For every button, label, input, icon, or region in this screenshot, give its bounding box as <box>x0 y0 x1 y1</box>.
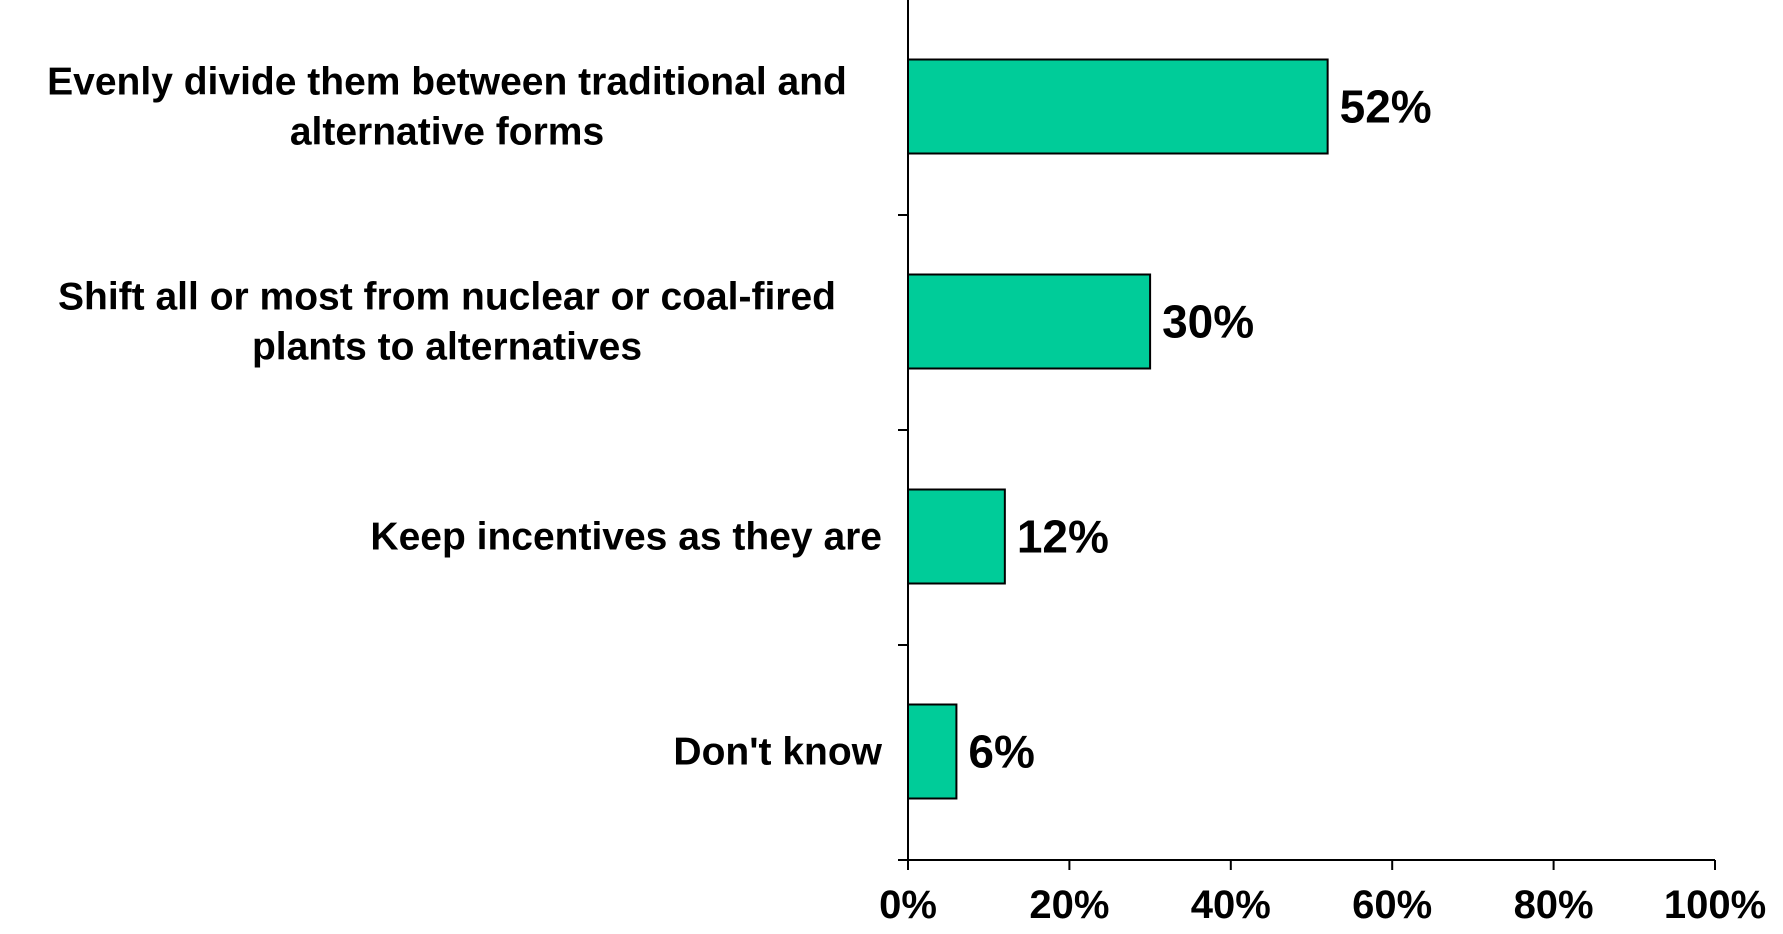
value-label-2: 12% <box>1017 511 1109 563</box>
category-label-2: Keep incentives as they are <box>370 515 882 558</box>
category-label-3-line-0: Don't know <box>673 730 882 773</box>
bar-3 <box>907 703 958 800</box>
category-label-0: Evenly divide them between traditional a… <box>47 60 847 153</box>
x-tick-label-2: 40% <box>1191 883 1271 927</box>
category-label-1-line-0: Shift all or most from nuclear or coal-f… <box>58 275 836 318</box>
x-tick-label-1: 20% <box>1029 883 1109 927</box>
bars <box>907 58 1329 800</box>
category-label-2-line-0: Keep incentives as they are <box>370 515 882 558</box>
x-tick-label-0: 0% <box>879 883 937 927</box>
value-labels: 52% 30% 12% 6% <box>968 81 1431 778</box>
x-tick-label-4: 80% <box>1514 883 1594 927</box>
axes <box>898 0 1716 870</box>
x-tick-labels: 0% 20% 40% 60% 80% 100% <box>879 883 1766 927</box>
category-label-3: Don't know <box>673 730 882 773</box>
x-tick-label-5: 100% <box>1664 883 1766 927</box>
category-label-1: Shift all or most from nuclear or coal-f… <box>58 275 836 368</box>
value-label-3: 6% <box>968 726 1034 778</box>
bar-0 <box>907 58 1329 155</box>
category-label-1-line-1: plants to alternatives <box>252 325 642 368</box>
category-label-0-line-0: Evenly divide them between traditional a… <box>47 60 847 103</box>
x-tick-label-3: 60% <box>1352 883 1432 927</box>
category-label-0-line-1: alternative forms <box>290 110 604 153</box>
value-label-0: 52% <box>1340 81 1432 133</box>
bar-2 <box>907 488 1006 585</box>
bar-1 <box>907 273 1152 370</box>
category-labels: Evenly divide them between traditional a… <box>47 60 883 773</box>
value-label-1: 30% <box>1162 296 1254 348</box>
